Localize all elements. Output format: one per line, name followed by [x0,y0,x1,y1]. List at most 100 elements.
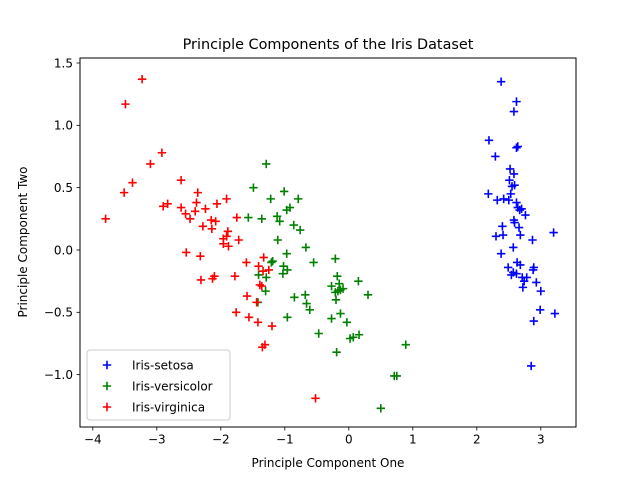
data-point [528,265,538,275]
data-point [279,261,288,271]
data-point [484,189,493,199]
data-point [333,271,342,281]
data-point [496,249,506,258]
data-point [342,318,352,327]
data-point [249,183,258,192]
x-axis-label: Principle Component One [252,456,405,470]
legend-marker [102,402,112,412]
data-point [242,258,251,267]
legend-box [86,349,231,421]
data-point [283,313,292,322]
data-point [282,205,291,215]
x-tick-label: −2 [212,433,230,447]
data-point [510,180,519,190]
data-point [185,214,195,224]
data-point [331,288,340,297]
data-point [509,169,519,179]
data-point [222,194,231,204]
data-point [231,308,241,317]
data-point [363,290,373,300]
data-point [266,194,275,204]
data-point [550,309,560,318]
data-point [338,284,348,293]
data-point [529,316,538,326]
data-point [535,305,545,315]
data-point [289,220,298,230]
legend-marker [102,381,112,391]
x-tick-label: 1 [409,433,417,447]
data-point [196,275,206,285]
data-point [521,210,530,220]
data-point [301,290,310,300]
data-point [244,213,253,222]
y-tick-label: −1.0 [44,368,73,382]
data-point [498,230,508,240]
data-point [294,194,303,204]
data-point [258,343,267,352]
legend: Iris-setosa Iris-versicolor Iris-virginica [86,349,231,421]
data-point [336,309,345,318]
data-point [259,253,268,262]
data-point [509,107,519,116]
data-point [499,194,508,204]
data-point [267,321,277,331]
data-point [267,258,276,267]
data-point [354,330,364,339]
data-point [159,202,168,211]
data-point [224,242,233,251]
data-point [513,203,522,212]
data-point [234,235,243,245]
data-point [505,175,514,185]
data-point [157,148,167,157]
data-point [311,394,320,403]
legend-entry: Iris-virginica [102,400,205,414]
data-point [332,348,341,357]
data-point [295,225,305,235]
series-iris-setosa [484,77,560,371]
data-point [208,274,217,283]
data-point [354,276,363,286]
data-point [254,261,263,271]
data-point [282,249,291,258]
data-point [491,152,500,161]
data-point [327,281,336,291]
data-point [279,187,289,196]
data-point [211,217,220,226]
data-point [258,266,268,276]
axes: −4 −3 −2 −1 0 1 2 3 −1.0 −0.5 0.0 0.5 1.0 1.5 [44,56,577,447]
data-point [493,195,502,205]
data-point [198,222,208,231]
data-point [275,217,284,226]
data-point [302,299,311,308]
legend-entry: Iris-versicolor [102,379,213,393]
data-point [518,283,528,292]
data-point [128,178,137,187]
legend-label: Iris-versicolor [132,379,213,393]
data-point [119,188,129,197]
data-point [349,333,358,342]
data-point [283,265,292,275]
data-point [223,227,233,236]
data-point [182,248,191,257]
data-point [207,224,217,233]
data-point [327,314,336,323]
data-point [201,204,210,214]
data-point [507,270,516,280]
data-point [146,159,155,169]
data-point [272,212,282,221]
data-point [253,318,263,327]
series-iris-virginica [101,74,320,403]
y-tick-label: −0.5 [44,306,73,320]
data-point [268,256,277,266]
data-point [376,404,385,413]
data-point [191,207,200,216]
data-point [176,203,186,212]
x-tick-label: 0 [345,433,353,447]
data-point [163,199,172,209]
data-point [242,291,252,301]
legend-label: Iris-virginica [132,400,205,414]
data-point [257,281,266,291]
plot-area [101,74,560,413]
